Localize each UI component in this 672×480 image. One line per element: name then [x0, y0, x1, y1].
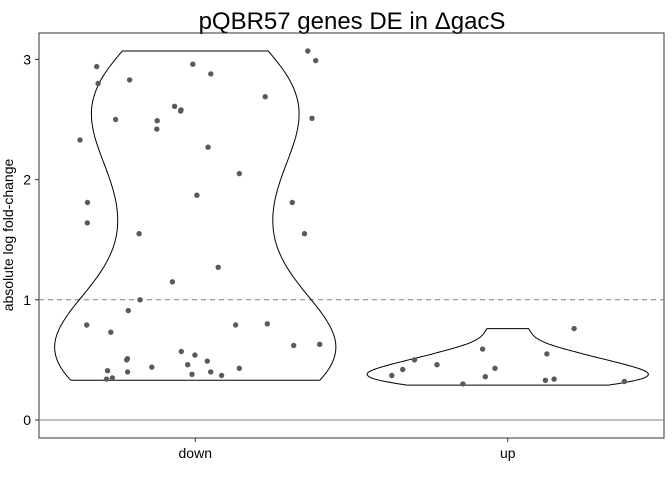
- x-tick-label: up: [500, 445, 516, 461]
- data-point: [264, 321, 270, 327]
- data-point: [317, 341, 323, 347]
- data-point: [400, 366, 406, 373]
- data-point: [124, 357, 130, 363]
- data-point: [434, 362, 440, 368]
- data-point: [84, 199, 91, 206]
- data-point: [291, 342, 297, 349]
- data-point: [621, 378, 628, 385]
- y-axis-label: absolute log fold-change: [0, 159, 16, 312]
- data-point: [309, 115, 315, 122]
- data-point: [460, 381, 466, 387]
- violins: [54, 50, 649, 386]
- data-point: [492, 365, 498, 371]
- data-point: [154, 118, 160, 124]
- data-point: [136, 231, 142, 237]
- violin-down: [54, 50, 337, 381]
- plot-panel-border: [38, 32, 665, 439]
- data-point: [77, 137, 83, 143]
- data-point: [218, 372, 225, 379]
- data-point: [542, 377, 549, 383]
- data-point: [411, 357, 418, 363]
- data-point: [84, 220, 91, 226]
- data-point: [124, 369, 131, 375]
- x-axis: down up: [179, 438, 516, 461]
- data-point: [109, 375, 116, 381]
- data-point: [232, 322, 239, 328]
- data-point: [137, 297, 143, 303]
- data-point: [185, 362, 191, 368]
- data-point: [103, 376, 110, 382]
- data-point: [305, 48, 311, 54]
- data-point: [313, 57, 319, 64]
- reference-lines: [39, 299, 664, 421]
- data-point: [205, 144, 211, 150]
- data-point: [208, 71, 214, 77]
- data-point: [171, 103, 178, 110]
- data-point: [571, 325, 577, 332]
- data-point: [154, 126, 160, 132]
- data-point: [169, 279, 176, 285]
- data-point: [125, 307, 131, 314]
- data-point: [149, 364, 155, 370]
- data-point: [236, 170, 242, 177]
- data-point: [190, 61, 196, 67]
- data-point: [84, 322, 90, 328]
- data-point: [178, 107, 184, 113]
- data-point: [551, 376, 557, 382]
- data-point: [126, 77, 133, 83]
- data-point: [204, 358, 210, 364]
- data-point: [301, 231, 308, 237]
- data-point: [189, 371, 195, 377]
- data-point: [289, 199, 295, 206]
- data-point: [236, 365, 242, 371]
- y-tick-label: 0: [23, 412, 31, 428]
- data-point: [108, 329, 114, 335]
- y-tick-label: 3: [23, 51, 31, 67]
- data-point: [208, 369, 214, 375]
- data-point: [482, 374, 488, 380]
- data-point: [544, 351, 550, 357]
- violin-up: [366, 328, 649, 386]
- y-tick-label: 2: [23, 172, 31, 188]
- data-point: [192, 352, 198, 358]
- data-point: [262, 94, 268, 100]
- data-point: [95, 80, 101, 87]
- data-point: [479, 346, 486, 352]
- data-point: [104, 368, 111, 374]
- y-tick-label: 1: [23, 292, 31, 308]
- data-point: [215, 264, 221, 270]
- jitter-points: [77, 48, 628, 387]
- data-point: [94, 63, 100, 70]
- x-tick-label: down: [179, 445, 212, 461]
- data-point: [178, 348, 184, 355]
- data-point: [112, 116, 119, 123]
- y-axis: 0 1 2 3: [23, 51, 39, 428]
- data-point: [194, 192, 200, 198]
- chart-title: pQBR57 genes DE in ΔgacS: [199, 8, 506, 35]
- data-point: [389, 372, 395, 379]
